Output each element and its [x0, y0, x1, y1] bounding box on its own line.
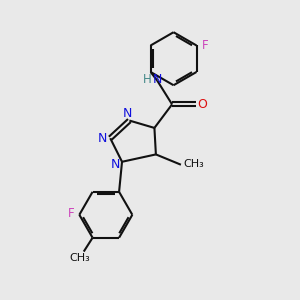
Text: N: N — [111, 158, 120, 171]
Text: N: N — [123, 107, 133, 120]
Text: CH₃: CH₃ — [69, 253, 90, 263]
Text: F: F — [68, 207, 74, 220]
Text: CH₃: CH₃ — [183, 159, 204, 169]
Text: H: H — [143, 74, 152, 86]
Text: N: N — [153, 74, 162, 86]
Text: O: O — [197, 98, 207, 111]
Text: N: N — [98, 132, 108, 145]
Text: F: F — [201, 39, 208, 52]
